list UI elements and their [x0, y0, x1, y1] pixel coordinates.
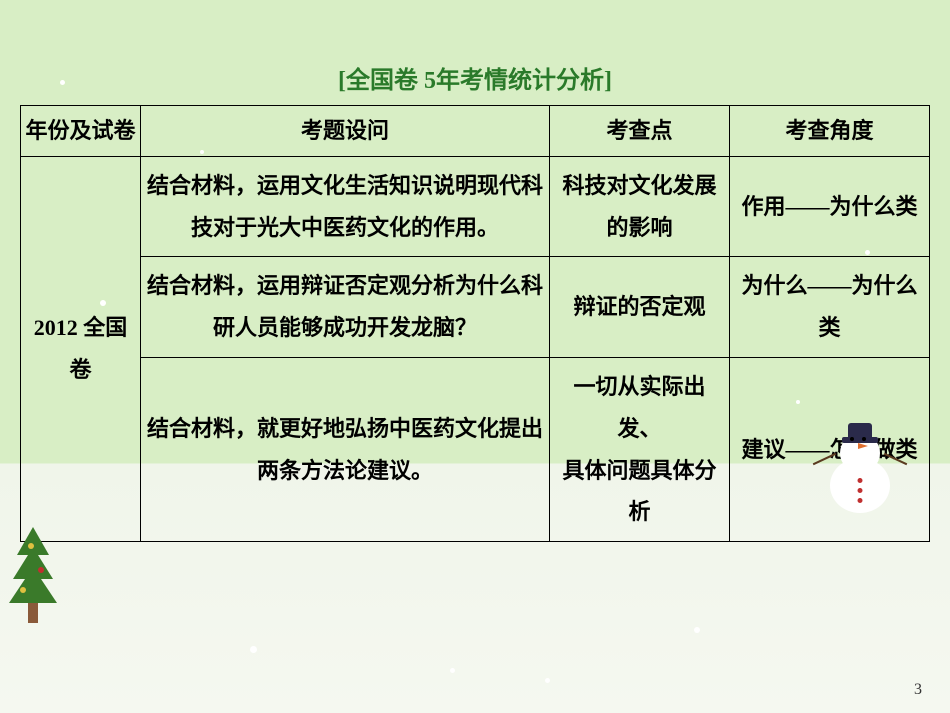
- table-row: 结合材料，运用辩证否定观分析为什么科研人员能够成功开发龙脑？ 辩证的否定观 为什…: [21, 257, 930, 358]
- cell-point: 科技对文化发展的影响: [550, 156, 730, 257]
- cell-point: 一切从实际出发、 具体问题具体分析: [550, 357, 730, 541]
- analysis-table-wrap: 年份及试卷 考题设问 考查点 考查角度 2012 全国卷 结合材料，运用文化生活…: [0, 105, 950, 542]
- cell-angle: 为什么——为什么类: [730, 257, 930, 358]
- table-header-row: 年份及试卷 考题设问 考查点 考查角度: [21, 106, 930, 157]
- page-title: [全国卷 5年考情统计分析]: [0, 0, 950, 105]
- analysis-table: 年份及试卷 考题设问 考查点 考查角度 2012 全国卷 结合材料，运用文化生活…: [20, 105, 930, 542]
- cell-angle: 作用——为什么类: [730, 156, 930, 257]
- col-question: 考题设问: [141, 106, 550, 157]
- cell-question: 结合材料，就更好地弘扬中医药文化提出两条方法论建议。: [141, 357, 550, 541]
- cell-question: 结合材料，运用辩证否定观分析为什么科研人员能够成功开发龙脑？: [141, 257, 550, 358]
- cell-question: 结合材料，运用文化生活知识说明现代科技对于光大中医药文化的作用。: [141, 156, 550, 257]
- table-row: 结合材料，就更好地弘扬中医药文化提出两条方法论建议。 一切从实际出发、 具体问题…: [21, 357, 930, 541]
- tree-decoration: [8, 513, 58, 623]
- table-row: 2012 全国卷 结合材料，运用文化生活知识说明现代科技对于光大中医药文化的作用…: [21, 156, 930, 257]
- cell-point: 辩证的否定观: [550, 257, 730, 358]
- cell-year: 2012 全国卷: [21, 156, 141, 541]
- page-number: 3: [914, 681, 922, 699]
- col-point: 考查点: [550, 106, 730, 157]
- col-angle: 考查角度: [730, 106, 930, 157]
- snowman-decoration: [820, 403, 900, 513]
- col-year: 年份及试卷: [21, 106, 141, 157]
